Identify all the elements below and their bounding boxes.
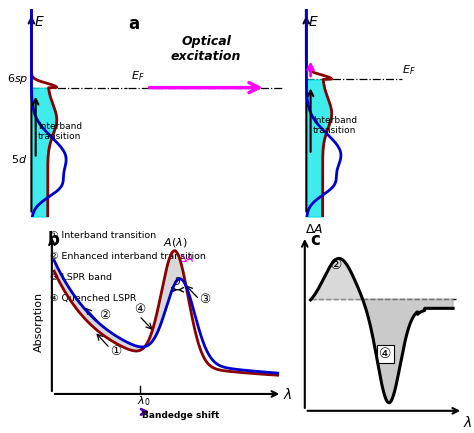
Text: $\lambda_0$: $\lambda_0$ [137, 394, 150, 407]
Text: ②: ② [99, 309, 110, 322]
Text: $5d$: $5d$ [10, 152, 27, 165]
Text: ③ LSPR band: ③ LSPR band [50, 273, 112, 282]
Text: ④: ④ [379, 347, 392, 361]
Text: $A(\lambda)$: $A(\lambda)$ [164, 236, 188, 249]
Text: ①: ① [110, 345, 121, 358]
Text: $E_F$: $E_F$ [131, 70, 145, 84]
Text: $\delta$: $\delta$ [173, 275, 182, 287]
Text: ④ Quenched LSPR: ④ Quenched LSPR [50, 294, 136, 303]
Text: a: a [128, 15, 139, 33]
Text: $\Delta A$: $\Delta A$ [305, 223, 323, 236]
Text: Absorption: Absorption [34, 292, 44, 352]
Text: $6sp$: $6sp$ [7, 71, 28, 86]
Text: c: c [310, 231, 319, 249]
Text: Interband
transition: Interband transition [38, 122, 82, 141]
Text: ④: ④ [135, 303, 146, 316]
Text: ② Enhanced interband transition: ② Enhanced interband transition [50, 252, 206, 262]
Text: ②: ② [330, 258, 343, 272]
Text: $E_F$: $E_F$ [402, 64, 416, 77]
Text: b: b [47, 231, 59, 249]
Text: $E$: $E$ [34, 15, 44, 29]
Text: $\Delta A$: $\Delta A$ [178, 252, 194, 264]
Text: Interband
transition: Interband transition [313, 116, 357, 135]
Text: Optical
excitation: Optical excitation [171, 35, 241, 63]
Text: ① Interband transition: ① Interband transition [50, 231, 156, 240]
Text: $\lambda$: $\lambda$ [283, 387, 292, 402]
Text: ③: ③ [200, 293, 210, 306]
Text: $E$: $E$ [309, 15, 319, 29]
Text: Bandedge shift: Bandedge shift [142, 411, 220, 420]
Text: $\lambda$: $\lambda$ [463, 414, 473, 430]
